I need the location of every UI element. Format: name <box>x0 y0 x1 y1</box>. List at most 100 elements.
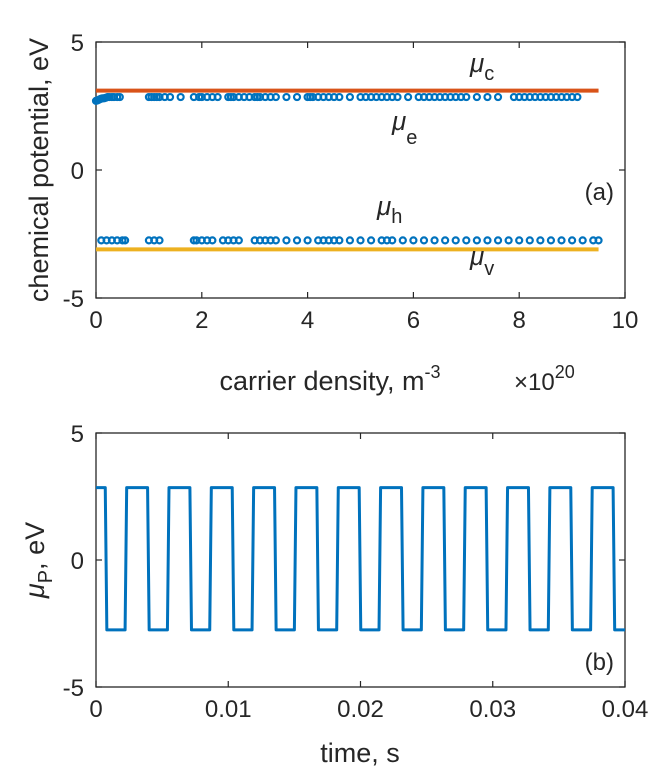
panel-a-marks <box>91 88 603 252</box>
mu-e-symbol: μ <box>391 106 406 136</box>
mu-h-point <box>472 236 481 245</box>
mu-e-annotation: μe <box>391 106 417 149</box>
mu-e-point <box>335 92 344 102</box>
panel-a-x-axis-label: carrier density, m-3 <box>219 362 440 396</box>
mu-h-subscript: h <box>391 206 402 228</box>
mu-h-point <box>282 236 291 245</box>
mu-e-point <box>493 92 503 102</box>
mu-h-point <box>419 236 429 245</box>
panel-b-y-axis-label-sub: P <box>35 570 57 583</box>
mu-h-point <box>271 236 280 245</box>
panel-b-y-axis-label: μP, eV <box>20 522 57 599</box>
mu-e-point <box>115 92 124 102</box>
panel-a-y-axis-label: chemical potential, eV <box>24 38 54 302</box>
mu-e-point <box>271 92 280 102</box>
panel-b-x-tick-label: 0 <box>89 696 102 723</box>
mu-h-symbol: μ <box>376 191 391 221</box>
mu-c-annotation: μc <box>469 48 494 85</box>
mu-e-point <box>213 92 222 102</box>
mu-h-point <box>504 236 513 245</box>
mu-p-series-line <box>96 486 625 632</box>
mu-h-point <box>292 236 302 245</box>
mu-e-point <box>483 92 492 102</box>
mu-v-subscript: v <box>484 258 494 280</box>
mu-h-point <box>462 236 471 245</box>
panel-b-y-tick-label: 5 <box>71 421 84 448</box>
panel-a: 0 2 4 6 8 10-505 chemical potential, eV carri… <box>24 30 638 396</box>
panel-a-x-exponent: ×1020 <box>514 362 575 396</box>
panel-a-x-tick-label: 4 <box>301 307 314 334</box>
mu-c-symbol: μ <box>469 48 484 78</box>
mu-e-point <box>292 92 302 102</box>
panel-b-y-tick-label: 0 <box>71 548 84 575</box>
panel-b-y-axis-label-mu: μ <box>20 583 50 599</box>
mu-e-point <box>573 92 582 102</box>
panel-b-y-tick-label: -5 <box>63 675 84 702</box>
mu-h-point <box>451 236 460 245</box>
mu-c-subscript: c <box>484 63 494 85</box>
mu-h-point <box>515 236 524 245</box>
mu-h-point <box>366 236 376 245</box>
mu-h-point <box>567 236 577 245</box>
mu-h-point <box>546 236 556 245</box>
mu-h-point <box>345 236 355 245</box>
mu-h-point <box>335 236 344 245</box>
panel-a-y-tick-label: 0 <box>71 158 84 185</box>
panel-b-marks <box>96 486 625 632</box>
panel-a-x-tick-label: 10 <box>612 307 639 334</box>
mu-e-point <box>472 92 481 102</box>
mu-h-point <box>536 236 545 245</box>
mu-h-point <box>388 236 397 245</box>
mu-h-point <box>234 236 243 245</box>
panel-a-x-exponent-power: 20 <box>555 362 575 382</box>
panel-b-x-tick-label: 0.02 <box>337 696 384 723</box>
panel-a-x-exponent-base: ×10 <box>514 369 555 396</box>
panel-a-x-tick-label: 8 <box>513 307 526 334</box>
panel-a-x-tick-label: 0 <box>89 307 102 334</box>
panel-b-x-tick-label: 0.03 <box>469 696 516 723</box>
panel-a-tag: (a) <box>585 179 614 206</box>
panel-b-tag: (b) <box>585 649 614 676</box>
mu-h-point <box>578 236 587 245</box>
panel-b-y-axis-label-rest: , eV <box>20 522 50 570</box>
panel-b-x-tick-label: 0.04 <box>602 696 649 723</box>
mu-h-point <box>398 236 407 245</box>
panel-b-ticks: 0 0.01 0.02 0.03 0.04-505 <box>63 421 649 723</box>
mu-e-subscript: e <box>406 127 417 149</box>
mu-h-point <box>430 236 439 245</box>
mu-e-point <box>282 92 291 102</box>
mu-h-point <box>594 236 603 245</box>
mu-e-point <box>345 92 355 102</box>
panel-a-x-tick-label: 6 <box>407 307 420 334</box>
mu-h-point <box>208 236 217 245</box>
mu-h-point <box>409 236 418 245</box>
panel-a-x-axis-label-main: carrier density, m <box>219 366 424 396</box>
mu-h-point <box>525 236 534 245</box>
mu-h-annotation: μh <box>376 191 402 228</box>
mu-e-point <box>393 92 402 102</box>
panel-a-y-tick-label: -5 <box>63 286 84 313</box>
panel-b: 0 0.01 0.02 0.03 0.04-505 μP, eV time, s (b) <box>20 421 648 768</box>
panel-a-frame <box>95 41 626 299</box>
mu-h-point <box>155 236 164 245</box>
panel-a-y-tick-label: 5 <box>71 30 84 57</box>
mu-h-point <box>483 236 492 245</box>
panel-a-ticks: 0 2 4 6 8 10-505 <box>63 30 639 334</box>
mu-h-point <box>441 236 450 245</box>
mu-v-symbol: μ <box>469 241 484 271</box>
mu-v-annotation: μv <box>469 241 494 280</box>
mu-e-point <box>404 92 413 102</box>
mu-e-point <box>462 92 471 102</box>
mu-h-point <box>557 236 566 245</box>
mu-e-point <box>176 92 185 102</box>
mu-h-point <box>493 236 503 245</box>
panel-a-x-tick-label: 2 <box>195 307 208 334</box>
mu-h-point <box>303 236 312 245</box>
panel-b-x-tick-label: 0.01 <box>205 696 252 723</box>
mu-h-point <box>120 236 130 245</box>
mu-h-point <box>356 236 365 245</box>
panel-b-x-axis-label: time, s <box>320 738 400 768</box>
panel-a-x-axis-label-sup: -3 <box>425 362 441 382</box>
mu-e-point <box>165 92 175 102</box>
